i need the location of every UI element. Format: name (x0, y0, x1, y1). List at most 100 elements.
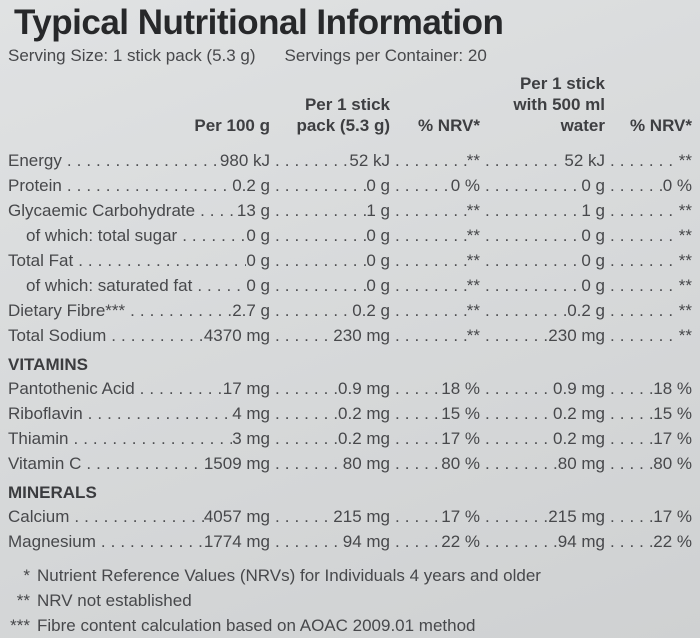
nutrient-row: Calcium 4057 mg 215 mg 17 % 215 mg 17 % (8, 504, 692, 529)
dot-leader (480, 401, 553, 426)
nutrient-value: 80 % (441, 454, 480, 473)
nutrient-label: of which: saturated fat (26, 276, 193, 295)
dot-leader (480, 323, 548, 348)
nutrient-label: Vitamin C (8, 454, 82, 473)
nutrient-value: 0 % (662, 176, 692, 195)
footnote: * Nutrient Reference Values (NRVs) for In… (8, 563, 692, 588)
nutrient-value: ** (678, 326, 692, 345)
column-header-per-stick-pack: Per 1 stick pack (5.3 g) (296, 95, 390, 135)
footnote-marker: * (23, 566, 30, 585)
nutrient-value: 4057 mg (203, 507, 270, 526)
nutrient-value: 80 % (653, 454, 692, 473)
nutrient-row: Thiamin 3 mg 0.2 mg 17 % 0.2 mg 17 % (8, 426, 692, 451)
nutrient-value: 3 mg (232, 429, 270, 448)
dot-leader (605, 148, 679, 173)
dot-leader (480, 426, 553, 451)
dot-leader (480, 248, 581, 273)
nutrient-value: 0.2 g (352, 301, 390, 320)
dot-leader (270, 273, 366, 298)
dot-leader (390, 529, 441, 554)
dot-leader (605, 298, 679, 323)
nutrient-value: 0 % (450, 176, 480, 195)
nutrient-value: 0.9 mg (338, 379, 390, 398)
dot-leader (62, 148, 220, 173)
section-header: VITAMINS (8, 355, 88, 374)
nutrient-value: 0 g (581, 251, 605, 270)
dot-leader (605, 198, 679, 223)
nutrient-row: Riboflavin 4 mg 0.2 mg 15 % 0.2 mg 15 % (8, 401, 692, 426)
dot-leader (390, 323, 467, 348)
dot-leader (125, 298, 232, 323)
nutrient-label: Riboflavin (8, 404, 83, 423)
dot-leader (390, 273, 467, 298)
dot-leader (390, 223, 467, 248)
servings-per-container: Servings per Container: 20 (284, 46, 487, 65)
dot-leader (480, 451, 558, 476)
nutrient-value: 22 % (441, 532, 480, 551)
dot-leader (68, 426, 232, 451)
dot-leader (106, 323, 204, 348)
dot-leader (390, 298, 467, 323)
nutrient-value: ** (466, 201, 480, 220)
nutrient-row: Vitamin C 1509 mg 80 mg 80 % 80 mg 80 % (8, 451, 692, 476)
serving-info: Serving Size: 1 stick pack (5.3 g) Servin… (8, 47, 692, 65)
nutrient-value: 0 g (246, 251, 270, 270)
nutrient-value: 17 % (653, 429, 692, 448)
dot-leader (83, 401, 233, 426)
column-header-nrv-1: % NRV* (417, 116, 480, 135)
nutrient-label: Total Sodium (8, 326, 107, 345)
dot-leader (390, 451, 441, 476)
nutrient-value: 0 g (246, 276, 270, 295)
dot-leader (480, 376, 553, 401)
nutrient-value: 230 mg (548, 326, 605, 345)
dot-leader (605, 376, 653, 401)
nutrient-value: ** (466, 276, 480, 295)
dot-leader (270, 148, 349, 173)
nutrient-value: 215 mg (548, 507, 605, 526)
nutrient-value: ** (678, 226, 692, 245)
dot-leader (605, 451, 653, 476)
dot-leader (480, 223, 581, 248)
dot-leader (605, 273, 679, 298)
nutrient-value: 230 mg (333, 326, 390, 345)
nutrient-row: Glycaemic Carbohydrate 13 g 1 g ** 1 g ** (8, 198, 692, 223)
dot-leader (270, 323, 333, 348)
nutrient-value: 0 g (581, 176, 605, 195)
dot-leader (390, 504, 441, 529)
nutrient-value: 0 g (581, 276, 605, 295)
footnote-text: Nutrient Reference Values (NRVs) for Ind… (37, 566, 541, 585)
dot-leader (192, 273, 246, 298)
nutrient-value: 0.2 g (232, 176, 270, 195)
table-header: Per 100 g Per 1 stick pack (5.3 g) % NRV… (8, 73, 692, 136)
nutrient-value: 0.9 mg (553, 379, 605, 398)
nutrient-value: 17 % (441, 429, 480, 448)
nutrient-label: Total Fat (8, 251, 74, 270)
dot-leader (605, 426, 653, 451)
nutrient-row: Protein 0.2 g 0 g 0 % 0 g 0 % (8, 173, 692, 198)
nutrient-row: Total Sodium 4370 mg 230 mg ** 230 mg ** (8, 323, 692, 348)
nutrition-table-body: Energy 980 kJ 52 kJ ** 52 kJ ** Protein 0.2 g 0 … (8, 148, 692, 554)
nutrient-value: 4370 mg (203, 326, 270, 345)
nutrient-label: Dietary Fibre*** (8, 301, 126, 320)
nutrient-value: ** (466, 151, 480, 170)
dot-leader (605, 504, 653, 529)
nutrient-value: ** (678, 201, 692, 220)
nutrient-row: Energy 980 kJ 52 kJ ** 52 kJ ** (8, 148, 692, 173)
nutrient-value: 17 mg (222, 379, 270, 398)
nutrient-label: Glycaemic Carbohydrate (8, 201, 196, 220)
dot-leader (390, 248, 467, 273)
nutrient-label: Calcium (8, 507, 70, 526)
dot-leader (270, 529, 343, 554)
nutrient-value: 80 mg (557, 454, 605, 473)
nutrient-value: 15 % (441, 404, 480, 423)
nutrient-value: 94 mg (557, 532, 605, 551)
nutrient-row: Total Fat 0 g 0 g ** 0 g ** (8, 248, 692, 273)
dot-leader (270, 426, 338, 451)
dot-leader (270, 451, 343, 476)
dot-leader (480, 504, 548, 529)
nutrient-value: 0 g (581, 226, 605, 245)
nutrient-label: of which: total sugar (26, 226, 178, 245)
dot-leader (480, 529, 558, 554)
dot-leader (480, 148, 564, 173)
dot-leader (605, 401, 653, 426)
